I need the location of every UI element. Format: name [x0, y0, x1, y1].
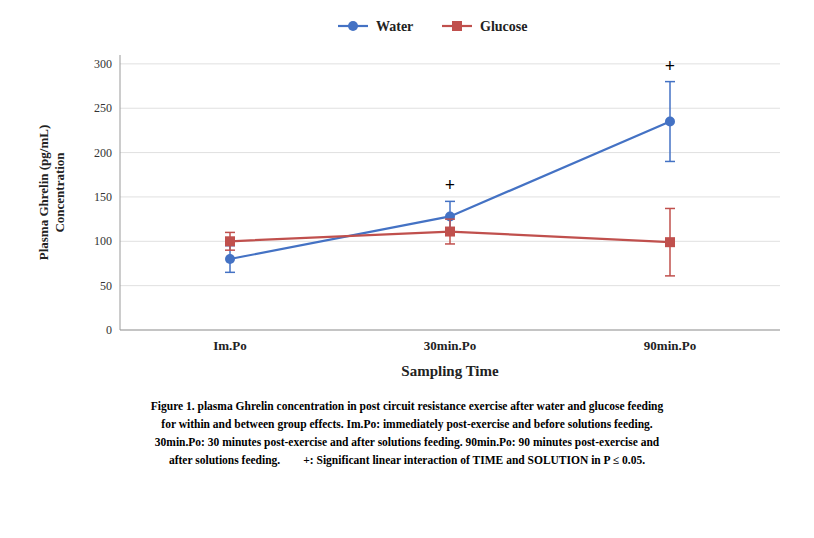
marker — [225, 254, 235, 264]
legend-item: Glucose — [442, 19, 527, 34]
x-tick-label: 30min.Po — [424, 338, 476, 353]
marker — [445, 227, 455, 237]
y-axis-label: Plasma Ghrelin (pg/mL) — [36, 125, 51, 261]
error-cap — [225, 272, 235, 274]
y-tick-label: 0 — [106, 323, 112, 337]
y-axis-label: Concentration — [52, 152, 67, 233]
y-tick-label: 300 — [94, 57, 112, 71]
error-cap — [665, 81, 675, 83]
marker — [225, 236, 235, 246]
error-bar — [445, 219, 455, 244]
error-cap — [665, 208, 675, 210]
y-tick-label: 150 — [94, 190, 112, 204]
grid-line — [120, 285, 780, 286]
error-cap — [665, 275, 675, 277]
legend-marker — [348, 21, 358, 31]
error-bar — [665, 208, 675, 275]
x-axis-label: Sampling Time — [401, 363, 499, 379]
error-cap — [445, 243, 455, 245]
error-cap — [225, 232, 235, 234]
x-axis-line — [120, 330, 780, 331]
marker — [665, 117, 675, 127]
error-bar — [225, 246, 235, 273]
marker — [665, 237, 675, 247]
error-cap — [665, 161, 675, 163]
caption-line: after solutions feeding. +: Significant … — [169, 454, 645, 467]
y-tick-label: 200 — [94, 146, 112, 160]
grid-line — [120, 152, 780, 153]
x-tick-label: 90min.Po — [644, 338, 696, 353]
legend: Water Glucose — [338, 19, 527, 34]
error-cap — [445, 218, 455, 220]
legend-marker — [452, 21, 462, 31]
y-tick-label: 250 — [94, 101, 112, 115]
grid-line — [120, 196, 780, 197]
grid-line — [120, 63, 780, 64]
legend-label: Water — [376, 19, 413, 34]
y-tick-label: 50 — [100, 279, 112, 293]
grid-line — [120, 330, 780, 331]
annotation: + — [445, 175, 455, 195]
series-line — [230, 122, 670, 260]
y-axis-line — [120, 55, 121, 330]
annotation: + — [665, 56, 675, 76]
legend-label: Glucose — [480, 19, 527, 34]
grid-line — [120, 108, 780, 109]
error-bar — [225, 232, 235, 250]
legend-item: Water — [338, 19, 413, 34]
caption-line: for within and between group effects. Im… — [161, 418, 652, 431]
chart: 0 50 100 150 200 250 300 Im.Po 30min.Po 90min.Po S… — [0, 0, 814, 538]
y-axis-label-group: Plasma Ghrelin (pg/mL)Concentration — [36, 125, 67, 261]
plot-marks — [225, 82, 675, 276]
x-tick-label: Im.Po — [213, 338, 247, 353]
y-tick-label: 100 — [94, 234, 112, 248]
caption-line: Figure 1. plasma Ghrelin concentration i… — [151, 400, 664, 413]
caption-line: 30min.Po: 30 minutes post-exercise and a… — [155, 436, 660, 449]
error-cap — [225, 249, 235, 251]
error-cap — [445, 201, 455, 203]
error-bar — [665, 82, 675, 162]
